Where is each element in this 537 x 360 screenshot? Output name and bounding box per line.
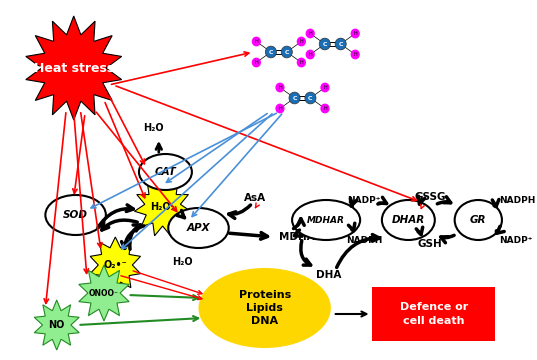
Text: H: H — [278, 85, 282, 90]
Text: NADP⁺: NADP⁺ — [347, 195, 381, 204]
Text: Proteins
Lipids
DNA: Proteins Lipids DNA — [238, 290, 291, 326]
Text: NO: NO — [48, 320, 65, 330]
Ellipse shape — [382, 200, 435, 240]
Circle shape — [306, 28, 315, 39]
Circle shape — [289, 92, 300, 104]
FancyBboxPatch shape — [373, 287, 495, 341]
Circle shape — [351, 50, 360, 59]
Ellipse shape — [292, 200, 360, 240]
Text: C: C — [338, 41, 343, 46]
Text: NADP⁺: NADP⁺ — [499, 235, 533, 244]
Ellipse shape — [139, 154, 192, 190]
Text: ONOO⁻: ONOO⁻ — [89, 288, 119, 297]
Ellipse shape — [455, 200, 502, 240]
Text: H₂O₂: H₂O₂ — [150, 202, 175, 212]
Text: CAT: CAT — [155, 167, 176, 177]
Polygon shape — [34, 300, 79, 350]
Text: H: H — [278, 106, 282, 111]
Circle shape — [321, 82, 330, 93]
Text: H₂O: H₂O — [172, 257, 193, 267]
Ellipse shape — [199, 268, 331, 348]
Circle shape — [281, 46, 292, 58]
Text: H: H — [353, 31, 357, 36]
Text: SOD: SOD — [63, 210, 88, 220]
Text: GSSG: GSSG — [415, 192, 446, 202]
Text: H: H — [255, 39, 258, 44]
Text: H: H — [308, 52, 312, 57]
Text: APX: APX — [187, 223, 211, 233]
Text: DHA: DHA — [316, 270, 342, 280]
Ellipse shape — [168, 208, 229, 248]
Text: H: H — [323, 106, 327, 111]
Text: C: C — [292, 95, 297, 100]
Text: H: H — [353, 52, 357, 57]
Text: H: H — [300, 39, 303, 44]
Text: MDHA: MDHA — [279, 232, 315, 242]
Text: GR: GR — [470, 215, 487, 225]
Text: C: C — [323, 41, 327, 46]
Circle shape — [319, 38, 330, 50]
Circle shape — [335, 38, 346, 50]
Polygon shape — [134, 177, 191, 236]
Text: DHAR: DHAR — [391, 215, 425, 225]
Circle shape — [275, 82, 285, 93]
Ellipse shape — [45, 195, 106, 235]
Text: AsA: AsA — [244, 193, 266, 203]
Circle shape — [351, 28, 360, 39]
Polygon shape — [26, 16, 122, 120]
Circle shape — [306, 50, 315, 59]
Circle shape — [321, 104, 330, 113]
Text: NADPH: NADPH — [499, 195, 535, 204]
Polygon shape — [90, 237, 141, 293]
Text: H₂O: H₂O — [143, 123, 163, 133]
Circle shape — [297, 58, 306, 67]
Text: H: H — [323, 85, 327, 90]
Circle shape — [252, 37, 261, 46]
Text: Defence or
cell death: Defence or cell death — [400, 302, 468, 325]
Text: H: H — [255, 60, 258, 65]
Circle shape — [252, 58, 261, 67]
Circle shape — [275, 104, 285, 113]
Text: MDHAR: MDHAR — [307, 216, 345, 225]
Circle shape — [297, 37, 306, 46]
Polygon shape — [79, 265, 129, 321]
Text: Heat stress: Heat stress — [34, 62, 114, 75]
Text: H: H — [308, 31, 312, 36]
Circle shape — [305, 92, 316, 104]
Text: H: H — [300, 60, 303, 65]
Text: NADPH: NADPH — [346, 235, 382, 244]
Text: C: C — [268, 50, 273, 54]
Text: O₂•⁻: O₂•⁻ — [104, 260, 127, 270]
Circle shape — [265, 46, 277, 58]
Text: C: C — [285, 50, 289, 54]
Text: GSH: GSH — [418, 239, 442, 249]
Text: C: C — [308, 95, 313, 100]
